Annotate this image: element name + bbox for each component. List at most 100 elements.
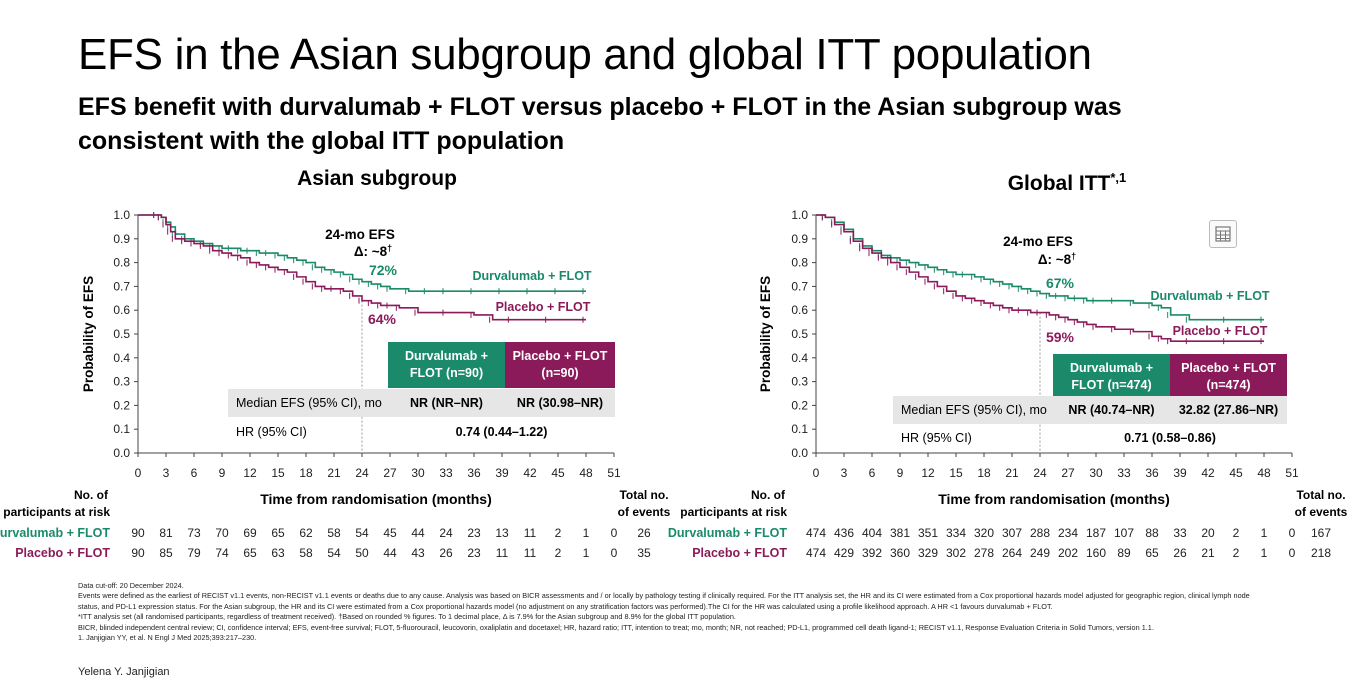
itt-x-tick-label: 3 (841, 466, 848, 480)
itt-placebo-pct-label: 59% (1046, 329, 1075, 345)
asian-placebo-header: Placebo + FLOT (n=90) (505, 342, 615, 388)
asian-at-risk-placebo-value: 0 (611, 546, 618, 560)
itt-x-tick-label: 39 (1173, 466, 1187, 480)
asian-at-risk-durva-value: 11 (524, 526, 537, 540)
km-charts: Asian subgroup 0.0 0.1 0.2 0.3 0.4 0.5 0.6 0.7 0.… (0, 167, 1348, 560)
asian-at-risk-durva-value: 23 (467, 526, 481, 540)
itt-x-tick-label: 12 (921, 466, 935, 480)
footnotes: Data cut-off: 20 December 2024. Events w… (78, 581, 1308, 643)
itt-y-tick-label: 0.6 (791, 303, 808, 317)
itt-at-risk-placebo-value: 65 (1145, 546, 1159, 560)
asian-series-durva (138, 214, 586, 292)
itt-at-risk-title-1: No. of (751, 488, 786, 502)
asian-at-risk-title-1: No. of (74, 488, 109, 502)
asian-events-placebo-value: 35 (637, 546, 651, 560)
itt-median-placebo: 32.82 (27.86–NR) (1178, 403, 1279, 417)
itt-series-placebo (816, 214, 1264, 342)
itt-at-risk-durva-value: 234 (1058, 526, 1078, 540)
asian-events-durva-value: 26 (637, 526, 651, 540)
asian-at-risk-durva-value: 90 (131, 526, 145, 540)
asian-at-risk-durva-value: 69 (243, 526, 257, 540)
asian-y-tick-label: 0.6 (113, 303, 130, 317)
asian-events-title-1: Total no. (619, 488, 668, 502)
itt-at-risk-placebo-value: 0 (1289, 546, 1296, 560)
asian-y-tick-label: 0.1 (113, 422, 130, 436)
asian-x-tick-label: 6 (191, 466, 198, 480)
itt-at-risk-title-2: participants at risk (680, 505, 787, 519)
asian-median-label: Median EFS (95% CI), mo (236, 396, 382, 410)
table-grid-glyph (1215, 226, 1231, 242)
itt-at-risk-durva-value: 20 (1201, 526, 1215, 540)
asian-y-tick-label: 0.7 (113, 279, 130, 293)
itt-at-risk-durva-value: 33 (1173, 526, 1187, 540)
itt-hr-row: HR (95% CI) 0.71 (0.58–0.86) (893, 424, 1287, 452)
asian-at-risk-durva-value: 58 (327, 526, 341, 540)
asian-chart-title: Asian subgroup (297, 167, 457, 190)
itt-y-tick-label: 0.7 (791, 279, 808, 293)
asian-at-risk-durva-value: 81 (159, 526, 173, 540)
asian-efs-label: 24-mo EFS (325, 227, 395, 242)
itt-y-tick-label: 1.0 (791, 208, 808, 222)
itt-x-tick-label: 48 (1257, 466, 1271, 480)
asian-at-risk-placebo-value: 74 (215, 546, 229, 560)
footnote-line: Events were defined as the earliest of R… (78, 591, 1250, 601)
asian-at-risk-durva-value: 70 (215, 526, 229, 540)
itt-x-tick-label: 51 (1285, 466, 1299, 480)
asian-x-tick-label: 3 (163, 466, 170, 480)
asian-x-tick-label: 27 (383, 466, 397, 480)
itt-at-risk-placebo-value: 474 (806, 546, 826, 560)
itt-x-tick-label: 6 (869, 466, 876, 480)
footnote-line: BICR, blinded independent central review… (78, 622, 1154, 632)
itt-x-axis-label: Time from randomisation (months) (938, 491, 1170, 507)
asian-legend-placebo: Placebo + FLOT (496, 300, 591, 314)
itt-at-risk-placebo-value: 360 (890, 546, 910, 560)
asian-at-risk-placebo-value: 11 (524, 546, 537, 560)
asian-x-tick-label: 9 (219, 466, 226, 480)
asian-hr-row: HR (95% CI) 0.74 (0.44–1.22) (228, 418, 615, 446)
itt-legend-durva: Durvalumab + FLOT (1150, 289, 1269, 303)
itt-at-risk-placebo-value: 278 (974, 546, 994, 560)
asian-y-tick-label: 0.3 (113, 375, 130, 389)
asian-x-tick-label: 30 (411, 466, 425, 480)
asian-risk-row-label-durva: Durvalumab + FLOT (0, 526, 110, 540)
itt-durva-pct-label: 67% (1046, 275, 1075, 291)
itt-risk-row-label-placebo: Placebo + FLOT (692, 546, 787, 560)
itt-at-risk-durva-value: 404 (862, 526, 882, 540)
itt-at-risk-placebo-value: 160 (1086, 546, 1106, 560)
itt-y-tick-label: 0.4 (791, 351, 808, 365)
asian-x-tick-label: 42 (523, 466, 537, 480)
itt-y-tick-label: 0.1 (791, 422, 808, 436)
itt-median-label: Median EFS (95% CI), mo (901, 403, 1047, 417)
asian-median-durva: NR (NR–NR) (410, 396, 483, 410)
asian-at-risk-durva-value: 54 (355, 526, 369, 540)
asian-at-risk-durva-value: 1 (583, 526, 590, 540)
asian-durva-header-text: Durvalumab + FLOT (n=90) (404, 349, 488, 380)
table-grid-icon[interactable] (1209, 220, 1237, 248)
asian-events-title-2: of events (618, 505, 671, 519)
asian-at-risk-placebo-value: 43 (411, 546, 425, 560)
asian-at-risk-placebo-value: 50 (355, 546, 369, 560)
asian-at-risk-placebo-value: 65 (243, 546, 257, 560)
itt-x-tick-label: 21 (1005, 466, 1019, 480)
asian-hr-value: 0.74 (0.44–1.22) (455, 425, 548, 439)
itt-x-tick-label: 15 (949, 466, 963, 480)
itt-at-risk-durva-value: 307 (1002, 526, 1022, 540)
itt-hr-label: HR (95% CI) (901, 431, 972, 445)
asian-x-axis-label: Time from randomisation (months) (260, 491, 492, 507)
asian-at-risk-durva-value: 73 (187, 526, 201, 540)
itt-chart-title: Global ITT*,1 (1008, 170, 1127, 195)
itt-at-risk-placebo-value: 89 (1117, 546, 1131, 560)
asian-at-risk-placebo-value: 23 (467, 546, 481, 560)
asian-delta-label: Δ: ~8† (354, 243, 392, 259)
itt-at-risk-durva-value: 334 (946, 526, 966, 540)
itt-events-title-1: Total no. (1296, 488, 1345, 502)
asian-x-tick-label: 12 (243, 466, 257, 480)
itt-at-risk-durva-value: 0 (1289, 526, 1296, 540)
itt-x-tick-label: 24 (1033, 466, 1047, 480)
asian-y-tick-label: 1.0 (113, 208, 130, 222)
asian-at-risk-durva-value: 0 (611, 526, 618, 540)
itt-efs-label: 24-mo EFS (1003, 234, 1073, 249)
asian-at-risk-durva-value: 13 (495, 526, 509, 540)
itt-at-risk-durva-value: 288 (1030, 526, 1050, 540)
itt-x-tick-label: 42 (1201, 466, 1215, 480)
